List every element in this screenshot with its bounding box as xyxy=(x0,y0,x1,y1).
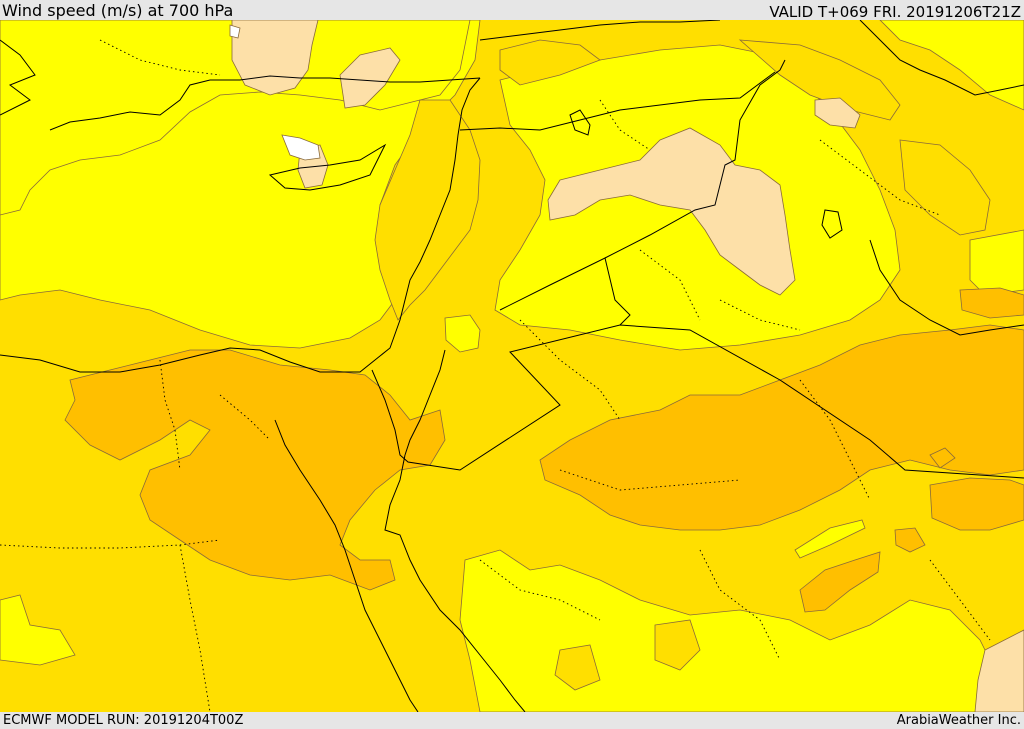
light-region-gulf-streak xyxy=(794,519,866,559)
low-region-syria-iraq xyxy=(547,127,796,296)
high-region-gulf-south xyxy=(799,551,881,613)
coastline-red-sea-east xyxy=(384,454,526,712)
lowest-region-cyprus xyxy=(281,134,321,161)
wind-speed-map xyxy=(0,20,1024,712)
light-region-northeast xyxy=(879,20,1024,111)
mid-island-levant xyxy=(374,99,481,321)
province-boundary-12 xyxy=(799,379,871,501)
light-region-jordan-patch xyxy=(444,314,481,353)
band-mid-islands xyxy=(374,39,991,691)
coastline-mediterranean-south xyxy=(0,77,481,373)
mid-island-iran-east xyxy=(899,139,991,236)
light-region-east xyxy=(969,229,1024,296)
high-region-northeast xyxy=(959,287,1024,319)
border-syria-iraq xyxy=(604,59,786,259)
coastline-red-sea-west xyxy=(274,419,419,712)
high-region-arabia xyxy=(539,324,1024,531)
model-run-label: ECMWF MODEL RUN: 20191204T00Z xyxy=(3,713,244,728)
province-boundary-15 xyxy=(929,559,991,641)
valid-time-label: VALID T+069 FRI. 20191206T21Z xyxy=(769,3,1021,21)
province-boundaries xyxy=(0,39,991,712)
mid-island-arabia-1 xyxy=(654,619,701,671)
high-region-iraq-west xyxy=(894,527,926,553)
footer-bar: ECMWF MODEL RUN: 20191204T00Z ArabiaWeat… xyxy=(0,712,1024,729)
lowest-region-anatolia-dot xyxy=(229,24,241,39)
coastline-anatolia-south xyxy=(49,75,481,131)
coastline-aegean xyxy=(0,39,36,116)
province-boundary-13 xyxy=(599,99,651,151)
coastline-persian-gulf xyxy=(869,239,1024,336)
province-boundary-7 xyxy=(719,299,801,331)
coastline-caspian xyxy=(859,20,1024,96)
province-boundary-10 xyxy=(699,549,781,661)
low-region-iran-patch xyxy=(814,97,861,129)
lake-urmia xyxy=(569,109,591,136)
province-boundary-9 xyxy=(479,559,601,621)
province-boundary-1 xyxy=(0,539,221,549)
high-region-bahrain xyxy=(929,447,956,469)
high-region-egypt xyxy=(64,349,446,591)
band-high-regions xyxy=(64,287,1024,613)
mid-island-caspian-west xyxy=(738,39,901,121)
coastline-gulf-of-aqaba xyxy=(404,349,446,456)
map-title: Wind speed (m/s) at 700 hPa xyxy=(2,1,234,20)
province-boundary-8 xyxy=(559,469,741,491)
low-region-east-corner xyxy=(974,629,1024,712)
border-jordan-iraq xyxy=(499,257,631,326)
border-egypt-sinai xyxy=(371,324,1024,479)
boundaries xyxy=(0,20,1024,712)
low-region-anatolia xyxy=(231,20,319,96)
band-lowest-regions xyxy=(229,24,321,161)
light-region-north-africa-west xyxy=(0,594,76,666)
lake-tuz xyxy=(821,209,843,239)
mid-island-arabia-2 xyxy=(554,644,601,691)
coastline-cyprus xyxy=(268,143,387,191)
border-turkey-syria xyxy=(459,71,776,131)
province-boundary-6 xyxy=(639,249,701,321)
mid-island-zagros xyxy=(499,39,601,86)
header-bar: Wind speed (m/s) at 700 hPa VALID T+069 … xyxy=(0,0,1024,20)
low-region-aegean-isle xyxy=(339,47,401,109)
province-boundary-2 xyxy=(179,544,211,712)
high-region-gulf-east xyxy=(929,477,1024,531)
credit-label: ArabiaWeather Inc. xyxy=(896,713,1021,728)
province-boundary-5 xyxy=(519,319,621,421)
coastline-black-sea xyxy=(479,20,721,41)
band-low-regions xyxy=(231,20,1024,712)
